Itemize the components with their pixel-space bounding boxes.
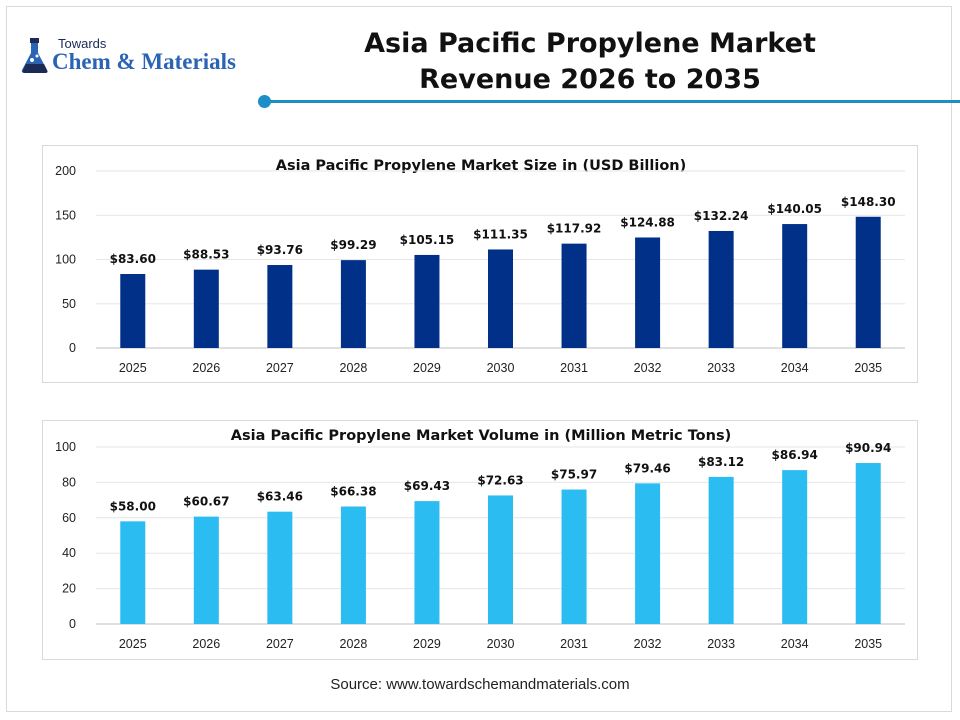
volume-x-tick-label: 2028 bbox=[340, 637, 368, 651]
revenue-bar-2035 bbox=[855, 216, 881, 348]
page-frame bbox=[6, 6, 952, 712]
revenue-x-tick-label: 2026 bbox=[192, 361, 220, 375]
volume-data-label: $69.43 bbox=[404, 479, 450, 493]
volume-data-label: $90.94 bbox=[845, 441, 891, 455]
volume-data-label: $79.46 bbox=[624, 461, 670, 475]
volume-data-label: $66.38 bbox=[330, 485, 376, 499]
revenue-y-tick-label: 150 bbox=[55, 208, 76, 222]
revenue-bar-2030 bbox=[488, 249, 513, 348]
volume-data-label: $58.00 bbox=[110, 499, 156, 513]
volume-x-tick-label: 2025 bbox=[119, 637, 147, 651]
volume-x-tick-label: 2029 bbox=[413, 637, 441, 651]
page-title: Asia Pacific Propylene Market Revenue 20… bbox=[330, 26, 850, 98]
revenue-x-tick-label: 2027 bbox=[266, 361, 294, 375]
volume-y-tick-label: 40 bbox=[62, 546, 76, 560]
volume-bar-2030 bbox=[488, 495, 513, 624]
volume-chart: Asia Pacific Propylene Market Volume in … bbox=[55, 428, 905, 651]
revenue-x-tick-label: 2034 bbox=[781, 361, 809, 375]
revenue-x-tick-label: 2029 bbox=[413, 361, 441, 375]
volume-bar-2028 bbox=[340, 506, 366, 624]
logo: Towards Chem & Materials bbox=[18, 36, 268, 80]
revenue-chart-panel: Asia Pacific Propylene Market Size in (U… bbox=[42, 145, 918, 383]
volume-data-label: $63.46 bbox=[257, 490, 303, 504]
revenue-bar-2026 bbox=[193, 269, 219, 348]
revenue-bar-2033 bbox=[708, 230, 734, 348]
revenue-data-label: $93.76 bbox=[257, 243, 303, 257]
volume-data-label: $72.63 bbox=[477, 473, 523, 487]
volume-bar-2025 bbox=[120, 521, 146, 624]
revenue-y-tick-label: 0 bbox=[69, 341, 76, 355]
source-text: Source: www.towardschemandmaterials.com bbox=[330, 676, 630, 693]
volume-x-tick-label: 2032 bbox=[634, 637, 662, 651]
volume-y-tick-label: 100 bbox=[55, 440, 76, 454]
volume-y-tick-label: 20 bbox=[62, 582, 76, 596]
revenue-y-tick-label: 50 bbox=[62, 297, 76, 311]
revenue-data-label: $99.29 bbox=[330, 238, 376, 252]
volume-chart-title: Asia Pacific Propylene Market Volume in … bbox=[231, 428, 731, 444]
volume-bar-2035 bbox=[855, 463, 881, 624]
volume-x-tick-label: 2033 bbox=[707, 637, 735, 651]
volume-x-tick-label: 2026 bbox=[192, 637, 220, 651]
page-title-line1: Asia Pacific Propylene Market bbox=[364, 28, 816, 59]
revenue-y-tick-label: 100 bbox=[55, 253, 76, 267]
volume-y-tick-label: 80 bbox=[62, 475, 76, 489]
revenue-data-label: $132.24 bbox=[694, 209, 749, 223]
revenue-x-tick-label: 2033 bbox=[707, 361, 735, 375]
revenue-bar-2029 bbox=[414, 254, 440, 348]
volume-bar-2026 bbox=[193, 516, 219, 624]
volume-y-tick-label: 60 bbox=[62, 511, 76, 525]
title-rule-dot bbox=[258, 95, 271, 108]
volume-data-label: $83.12 bbox=[698, 455, 744, 469]
volume-data-label: $75.97 bbox=[551, 468, 597, 482]
volume-bar-2032 bbox=[635, 483, 661, 624]
volume-bar-2033 bbox=[708, 476, 734, 624]
volume-x-tick-label: 2035 bbox=[854, 637, 882, 651]
revenue-data-label: $124.88 bbox=[620, 215, 675, 229]
revenue-data-label: $140.05 bbox=[767, 202, 822, 216]
revenue-data-label: $88.53 bbox=[183, 248, 229, 262]
logo-top-text: Towards bbox=[58, 36, 107, 51]
revenue-bar-2034 bbox=[782, 224, 808, 348]
revenue-data-label: $105.15 bbox=[400, 233, 455, 247]
revenue-chart: Asia Pacific Propylene Market Size in (U… bbox=[55, 158, 905, 375]
volume-x-tick-label: 2027 bbox=[266, 637, 294, 651]
volume-data-label: $86.94 bbox=[772, 448, 818, 462]
revenue-y-tick-label: 200 bbox=[55, 164, 76, 178]
revenue-chart-title: Asia Pacific Propylene Market Size in (U… bbox=[276, 158, 687, 174]
volume-bar-2031 bbox=[561, 489, 587, 624]
revenue-data-label: $148.30 bbox=[841, 195, 896, 209]
revenue-bar-2031 bbox=[561, 243, 587, 348]
revenue-x-tick-label: 2032 bbox=[634, 361, 662, 375]
logo-main-text: Chem & Materials bbox=[52, 49, 236, 74]
revenue-x-tick-label: 2025 bbox=[119, 361, 147, 375]
volume-x-tick-label: 2030 bbox=[487, 637, 515, 651]
volume-chart-panel: Asia Pacific Propylene Market Volume in … bbox=[42, 420, 918, 660]
volume-bar-2034 bbox=[782, 470, 808, 624]
page-title-line2: Revenue 2026 to 2035 bbox=[419, 64, 761, 95]
volume-y-tick-label: 0 bbox=[69, 617, 76, 631]
revenue-bar-2025 bbox=[120, 274, 146, 348]
revenue-x-tick-label: 2031 bbox=[560, 361, 588, 375]
revenue-bar-2027 bbox=[267, 265, 293, 348]
revenue-bar-2032 bbox=[635, 237, 661, 348]
revenue-data-label: $111.35 bbox=[473, 227, 528, 241]
volume-bar-2027 bbox=[267, 511, 293, 624]
title-rule bbox=[266, 100, 960, 103]
volume-x-tick-label: 2034 bbox=[781, 637, 809, 651]
revenue-x-tick-label: 2035 bbox=[854, 361, 882, 375]
volume-bar-2029 bbox=[414, 501, 440, 624]
volume-data-label: $60.67 bbox=[183, 495, 229, 509]
revenue-data-label: $83.60 bbox=[110, 252, 156, 266]
revenue-x-tick-label: 2030 bbox=[487, 361, 515, 375]
revenue-x-tick-label: 2028 bbox=[340, 361, 368, 375]
flask-icon bbox=[21, 38, 48, 73]
revenue-data-label: $117.92 bbox=[547, 222, 602, 236]
revenue-bar-2028 bbox=[340, 260, 366, 348]
volume-x-tick-label: 2031 bbox=[560, 637, 588, 651]
